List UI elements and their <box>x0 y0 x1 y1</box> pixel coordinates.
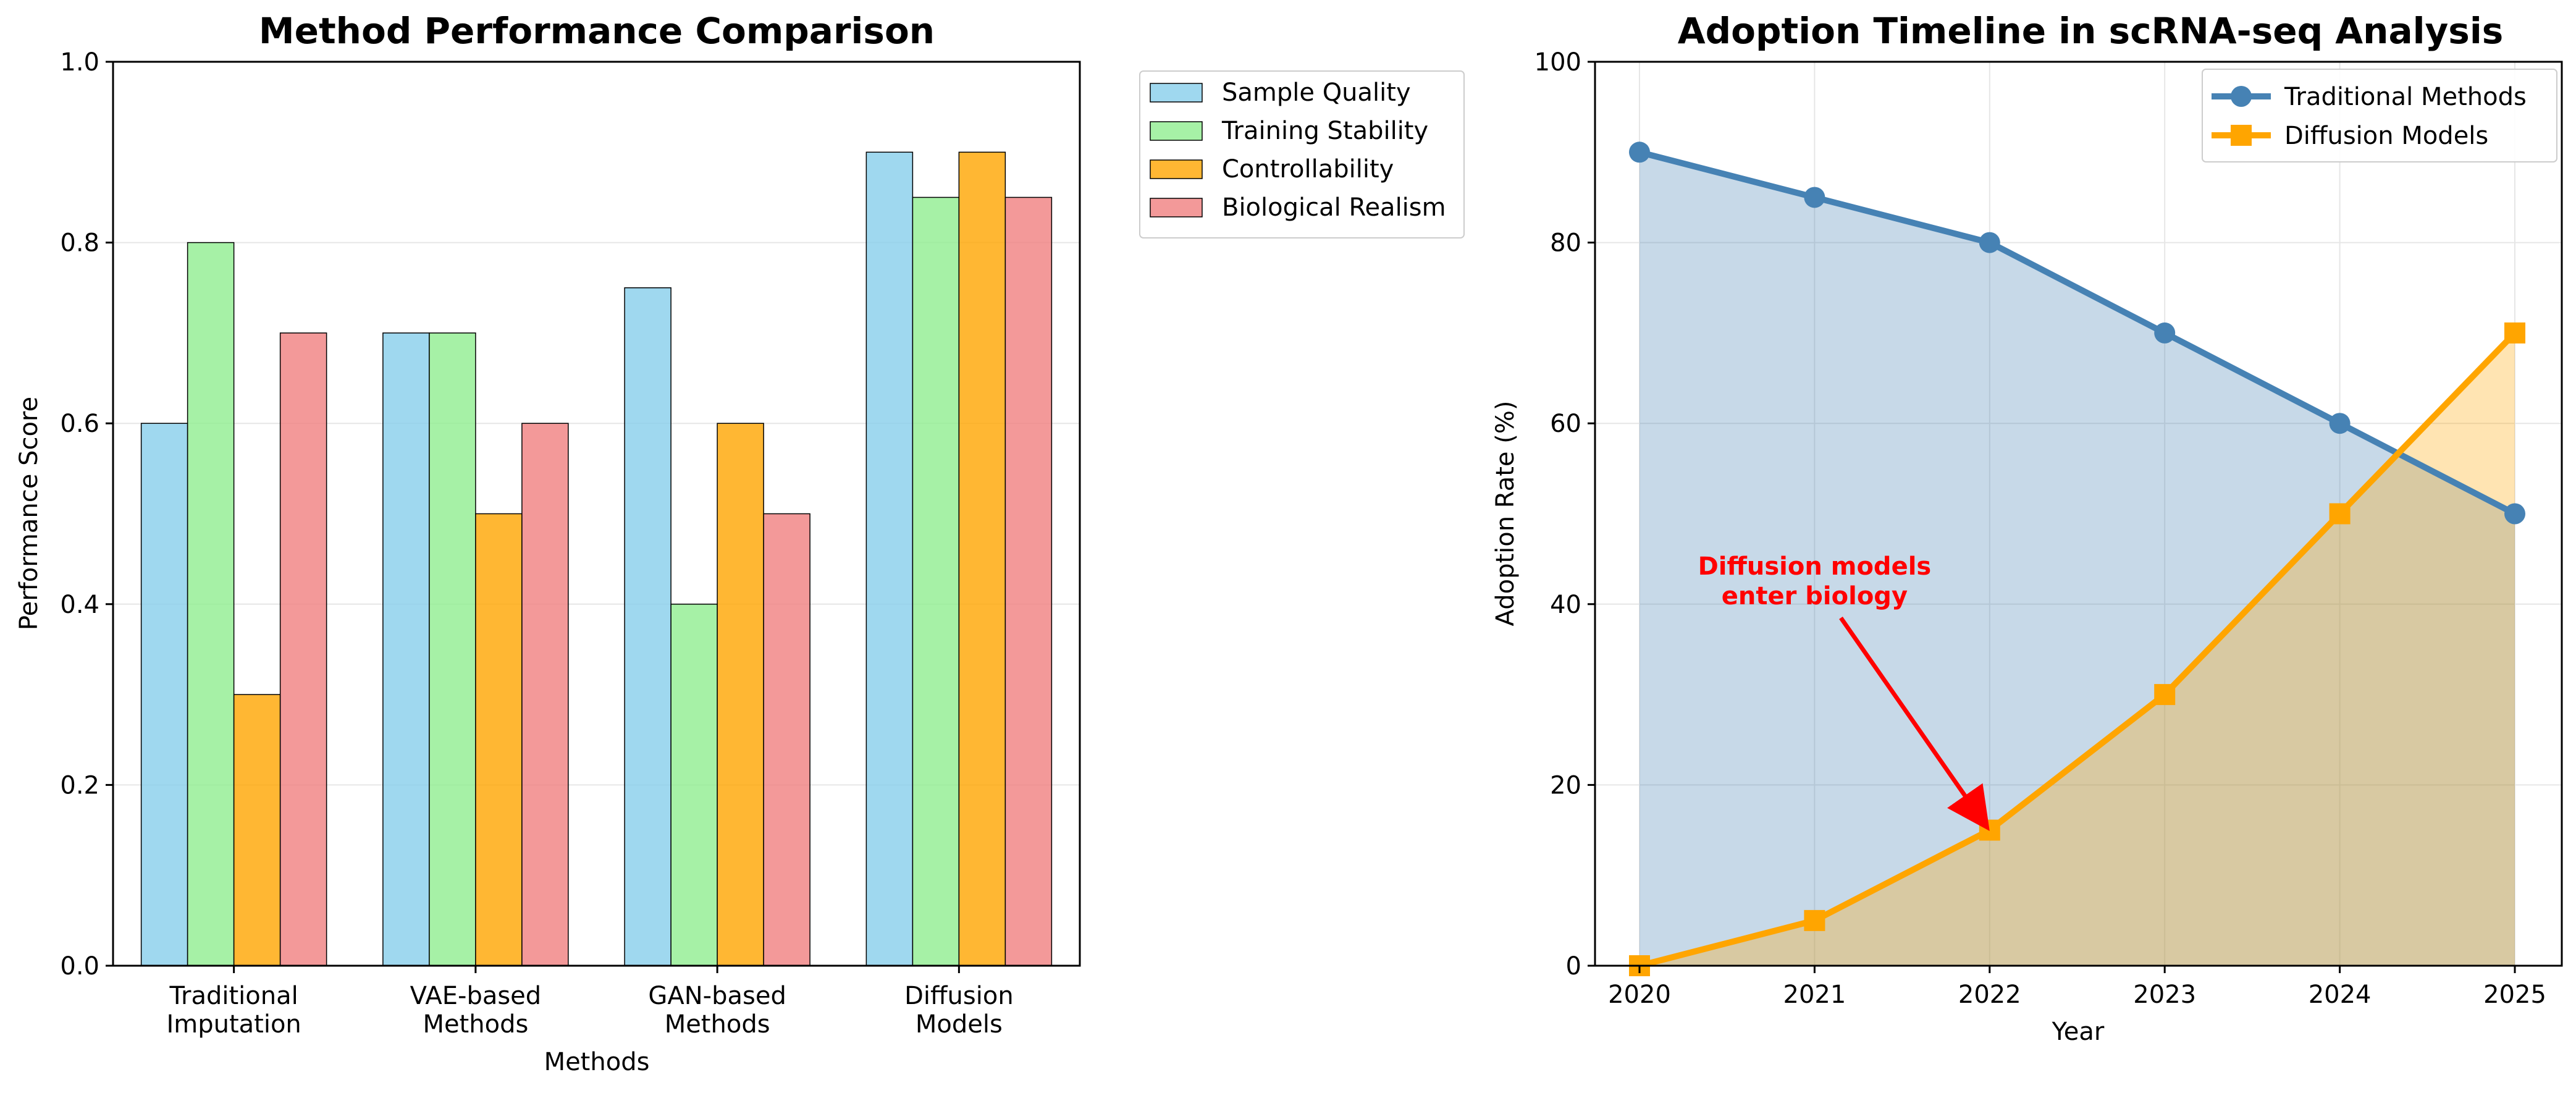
line-chart-legend-box <box>2202 69 2557 162</box>
legend-swatch <box>1150 198 1203 217</box>
x-tick-label: 2020 <box>1608 981 1671 1009</box>
legend-label: Biological Realism <box>1222 193 1446 222</box>
data-point <box>1979 232 2000 253</box>
x-tick-label: 2025 <box>2483 981 2546 1009</box>
data-point <box>2504 503 2525 525</box>
bar-chart-panel: Method Performance Comparison 0.00.20.40… <box>15 10 1465 1076</box>
data-point <box>1804 909 1825 931</box>
line-chart-y-axis-label: Adoption Rate (%) <box>1491 401 1520 627</box>
y-tick-label: 20 <box>1550 771 1581 800</box>
legend-label: Training Stability <box>1221 117 1428 145</box>
y-tick-label: 60 <box>1550 410 1581 438</box>
line-chart-series <box>1629 141 2525 976</box>
x-tick-label: 2022 <box>1958 981 2021 1009</box>
line-chart-axes-frame <box>1594 61 2563 967</box>
y-tick-label: 0.8 <box>60 229 99 258</box>
bar <box>912 196 960 966</box>
series-line <box>1638 331 2517 969</box>
bar <box>670 604 718 966</box>
bar <box>763 513 810 966</box>
y-tick-label: 0.6 <box>60 410 99 438</box>
bar-chart-legend-box <box>1139 70 1465 238</box>
x-tick-label-line: Traditional <box>169 982 298 1010</box>
series-line <box>1638 149 2517 517</box>
x-tick-label: Diffusion Models <box>904 982 1014 1039</box>
x-tick-label-line: GAN-based <box>648 982 786 1010</box>
y-tick-label: 40 <box>1550 591 1581 619</box>
bar <box>958 151 1006 966</box>
legend-swatch <box>1150 83 1203 103</box>
x-tick-label-line: Methods <box>665 1010 770 1039</box>
y-tick-label: 0 <box>1566 952 1581 981</box>
annotation-text-line: enter biology <box>1722 582 1908 610</box>
data-point <box>2154 684 2176 706</box>
legend-label: Sample Quality <box>1222 78 1411 107</box>
bar-chart-legend: Sample Quality Training Stability Controll… <box>1139 70 1465 238</box>
legend-marker <box>2231 125 2252 146</box>
bar <box>429 332 476 966</box>
x-tick-label: VAE-based Methods <box>410 982 542 1039</box>
bar <box>382 332 430 966</box>
bar <box>865 151 914 966</box>
x-tick-label-line: Diffusion <box>904 982 1014 1010</box>
bar <box>233 694 281 966</box>
bar-chart-y-ticks: 0.0 0.2 0.4 0.6 0.8 1.0 <box>60 48 113 981</box>
data-point <box>1629 141 1650 163</box>
line-chart-legend: Traditional Methods Diffusion Models <box>2202 69 2557 162</box>
line-chart-panel: Adoption Timeline in scRNA-seq Analysis … <box>1491 10 2563 1046</box>
line-chart-x-axis-label: Year <box>2052 1018 2105 1046</box>
annotation-text: Diffusion models enter biology <box>1698 552 1932 610</box>
data-point <box>2154 322 2176 344</box>
line-chart-x-ticks: 2020 2021 2022 2023 2024 2025 <box>1608 966 2546 1009</box>
y-tick-label: 100 <box>1534 48 1581 77</box>
y-tick-label: 0.4 <box>60 591 99 619</box>
legend-swatch <box>1150 121 1203 141</box>
bar <box>475 513 523 966</box>
data-point <box>2329 413 2351 434</box>
x-tick-label-line: Imputation <box>166 1010 301 1039</box>
x-tick-label: 2023 <box>2133 981 2196 1009</box>
y-tick-label: 0.0 <box>60 952 99 981</box>
annotation-text-line: Diffusion models <box>1698 552 1932 581</box>
x-tick-label: 2021 <box>1783 981 1846 1009</box>
legend-marker <box>2231 86 2252 107</box>
bar <box>521 423 569 966</box>
annotation-arrow <box>1839 616 1990 832</box>
data-point <box>1804 187 1825 208</box>
bar-chart-axes-frame <box>112 61 1081 967</box>
bar <box>624 287 671 966</box>
y-tick-label: 0.2 <box>60 771 99 800</box>
bar <box>717 423 764 966</box>
bar-chart-title: Method Performance Comparison <box>259 10 935 52</box>
bar-chart-x-axis-label: Methods <box>544 1048 650 1076</box>
x-tick-label-line: Methods <box>423 1010 528 1039</box>
legend-label: Diffusion Models <box>2284 122 2488 150</box>
bar <box>1004 196 1053 966</box>
x-tick-label: GAN-based Methods <box>648 982 786 1039</box>
y-tick-label: 1.0 <box>60 48 99 77</box>
area-fill <box>1639 332 2515 966</box>
data-point <box>2504 322 2525 344</box>
line-chart-annotation: Diffusion models enter biology <box>1698 552 1990 832</box>
y-tick-label: 80 <box>1550 229 1581 258</box>
bar <box>187 242 235 966</box>
bar <box>140 423 188 966</box>
x-tick-label-line: Models <box>915 1010 1003 1039</box>
x-tick-label: Traditional Imputation <box>166 982 301 1039</box>
area-fill <box>1639 152 2515 966</box>
line-chart-area-fills <box>1639 152 2515 966</box>
line-chart-title: Adoption Timeline in scRNA-seq Analysis <box>1678 10 2503 52</box>
bar-chart-y-axis-label: Performance Score <box>15 397 43 630</box>
bar-chart-bars <box>140 151 1053 966</box>
x-tick-label-line: VAE-based <box>410 982 542 1010</box>
legend-label: Controllability <box>1222 155 1394 184</box>
bar <box>279 332 327 966</box>
x-tick-label: 2024 <box>2309 981 2372 1009</box>
line-chart-y-ticks: 0 20 40 60 80 100 <box>1534 48 1595 981</box>
data-point <box>2329 503 2351 525</box>
legend-label: Traditional Methods <box>2284 83 2527 111</box>
legend-swatch <box>1150 159 1203 179</box>
